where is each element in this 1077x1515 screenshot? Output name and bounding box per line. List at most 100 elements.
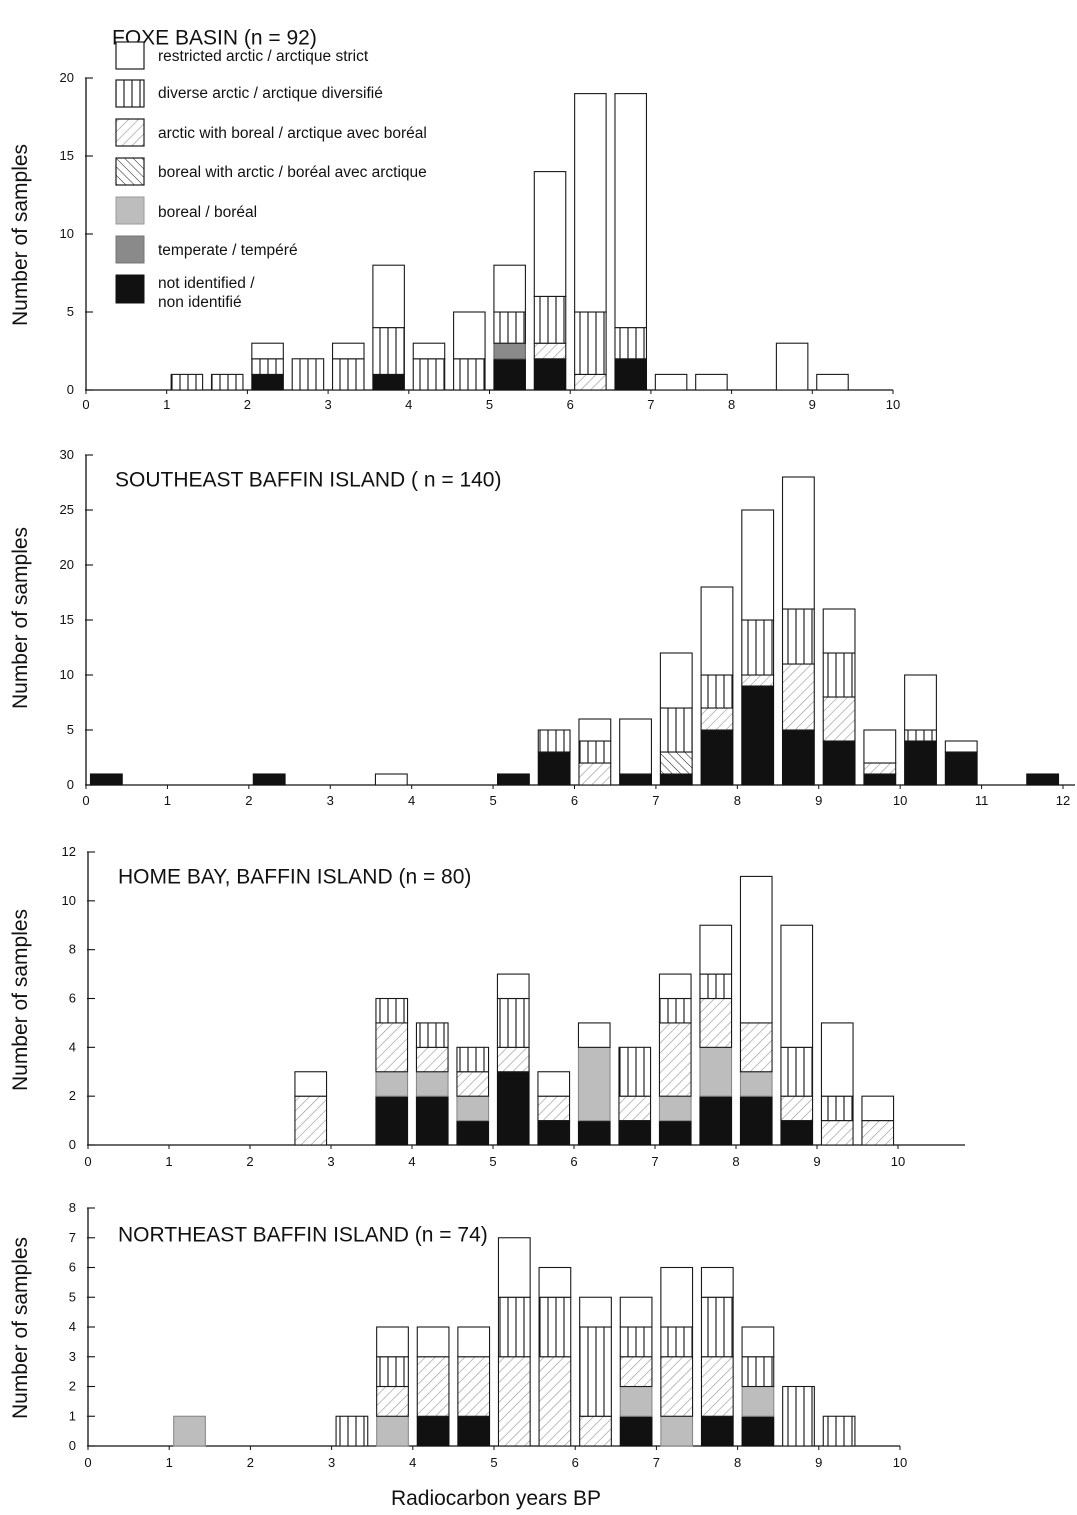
- bar-segment-awb: [820, 1120, 854, 1146]
- chart-title: SOUTHEAST BAFFIN ISLAND ( n = 140): [115, 468, 501, 491]
- x-tick-label: 9: [815, 793, 822, 808]
- bar-segment-da: [331, 358, 365, 391]
- stacked-bar: [614, 93, 648, 391]
- stacked-bar: [861, 1095, 895, 1146]
- bar-segment-ra: [944, 740, 978, 753]
- bar-segment-bo: [699, 1046, 733, 1097]
- bar-segment-ra: [614, 93, 648, 329]
- bar-segment-bo: [619, 1385, 653, 1417]
- stacked-bar: [335, 1415, 369, 1447]
- bar-segment-ra: [331, 342, 365, 360]
- x-tick-label: 7: [651, 1154, 658, 1169]
- bar-segment-ni: [780, 1120, 814, 1146]
- bar-segment-da: [538, 1296, 572, 1358]
- legend-swatch-te: [115, 235, 145, 264]
- bar-segment-bo: [658, 1095, 692, 1122]
- legend: restricted arctic / arctique strict dive…: [115, 41, 427, 311]
- bar-segment-ni: [533, 358, 567, 391]
- stacked-bar: [173, 1415, 206, 1447]
- stacked-bar: [210, 373, 244, 391]
- stacked-bar: [695, 373, 728, 391]
- bar-segment-da: [453, 358, 486, 391]
- bar-segment-bo: [376, 1415, 409, 1447]
- bar-segment-awb: [496, 1046, 530, 1073]
- x-tick-label: 5: [486, 397, 493, 412]
- bar-segment-da: [700, 674, 734, 709]
- stacked-bar: [294, 1071, 328, 1146]
- stacked-bar: [578, 718, 612, 786]
- x-tick-label: 3: [324, 397, 331, 412]
- stacked-bar: [660, 1266, 694, 1447]
- bar-segment-da: [741, 1356, 775, 1388]
- x-axis-label: Radiocarbon years BP: [391, 1487, 601, 1510]
- x-tick-label: 1: [164, 793, 171, 808]
- bar-segment-ra: [781, 476, 815, 610]
- bar-segment-awb: [699, 997, 733, 1048]
- bar-segment-ni: [537, 1120, 571, 1146]
- bar-segment-ni: [457, 1415, 491, 1447]
- y-tick-label: 1: [69, 1408, 76, 1423]
- bar-segment-awb: [537, 1095, 571, 1122]
- stacked-bar: [816, 373, 849, 391]
- stacked-bar: [700, 586, 734, 786]
- stacked-bar: [741, 1326, 775, 1447]
- bar-segment-ra: [816, 373, 849, 391]
- bar-segment-ni: [577, 1120, 611, 1146]
- x-tick-label: 9: [809, 397, 816, 412]
- bar-segment-awb: [700, 707, 734, 731]
- stacked-bar: [497, 773, 530, 786]
- x-tick-label: 8: [732, 1154, 739, 1169]
- bar-segment-ni: [699, 1095, 733, 1146]
- bar-segment-da: [618, 1046, 652, 1097]
- stacked-bar: [579, 1296, 612, 1447]
- stacked-bar: [493, 264, 526, 391]
- bar-segment-awb: [533, 342, 567, 360]
- bar-segment-ra: [820, 1022, 854, 1097]
- bar-segment-ra: [294, 1071, 328, 1097]
- legend-swatch-da: [115, 79, 145, 108]
- bar-segment-awb: [700, 1356, 734, 1417]
- x-tick-label: 4: [408, 1154, 415, 1169]
- bar-segment-da: [375, 997, 409, 1024]
- legend-swatch-ni: [115, 274, 145, 304]
- chart-northeast-baffin-island: 0 1 2 3 4 5 6 7 8 0 1 2 3 4 5 6 7 8 9 10 NORTHEAST BAFFIN IS…: [9, 1200, 907, 1470]
- bar-segment-awb: [375, 1022, 409, 1073]
- x-tick-label: 10: [891, 1154, 905, 1169]
- y-tick-label: 8: [69, 942, 76, 957]
- bar-segment-ra: [457, 1326, 491, 1358]
- bar-segment-ra: [904, 674, 937, 731]
- x-tick-label: 10: [893, 793, 907, 808]
- x-tick-label: 1: [163, 397, 170, 412]
- bar-segment-bo: [415, 1071, 449, 1097]
- bar-segment-ra: [538, 1266, 572, 1298]
- bar-segment-awb: [497, 1356, 531, 1447]
- x-tick-label: 3: [327, 1154, 334, 1169]
- y-tick-label: 20: [60, 557, 74, 572]
- bar-segment-awb: [660, 1356, 694, 1417]
- bar-segment-da: [658, 997, 692, 1024]
- x-tick-label: 5: [490, 1455, 497, 1470]
- legend-label-bwa: boreal with arctic / boréal avec arctiqu…: [158, 164, 427, 181]
- y-tick-label: 6: [69, 991, 76, 1006]
- stacked-bar: [372, 264, 405, 391]
- bar-segment-ra: [741, 1326, 775, 1358]
- bar-segment-bo: [739, 1071, 773, 1097]
- bar-segment-awb: [861, 1120, 895, 1146]
- legend-label-ni: not identified /: [158, 275, 255, 292]
- stacked-bar: [331, 342, 365, 391]
- x-tick-label: 11: [975, 793, 989, 808]
- legend-label-awb: arctic with boreal / arctique avec boréa…: [158, 125, 427, 142]
- legend-label-te: temperate / tempéré: [158, 242, 298, 259]
- bar-segment-ni: [1026, 773, 1060, 786]
- y-tick-label: 5: [69, 1289, 76, 1304]
- bar-segment-ni: [863, 773, 897, 786]
- bar-segment-awb: [294, 1095, 328, 1146]
- x-tick-label: 1: [166, 1455, 173, 1470]
- x-tick-label: 7: [647, 397, 654, 412]
- bar-segment-bo: [577, 1046, 611, 1122]
- bar-segment-ra: [533, 171, 567, 297]
- bar-segment-da: [412, 358, 446, 391]
- bar-segment-awb: [822, 696, 856, 742]
- x-tick-label: 2: [244, 397, 251, 412]
- bar-segment-ra: [780, 924, 814, 1048]
